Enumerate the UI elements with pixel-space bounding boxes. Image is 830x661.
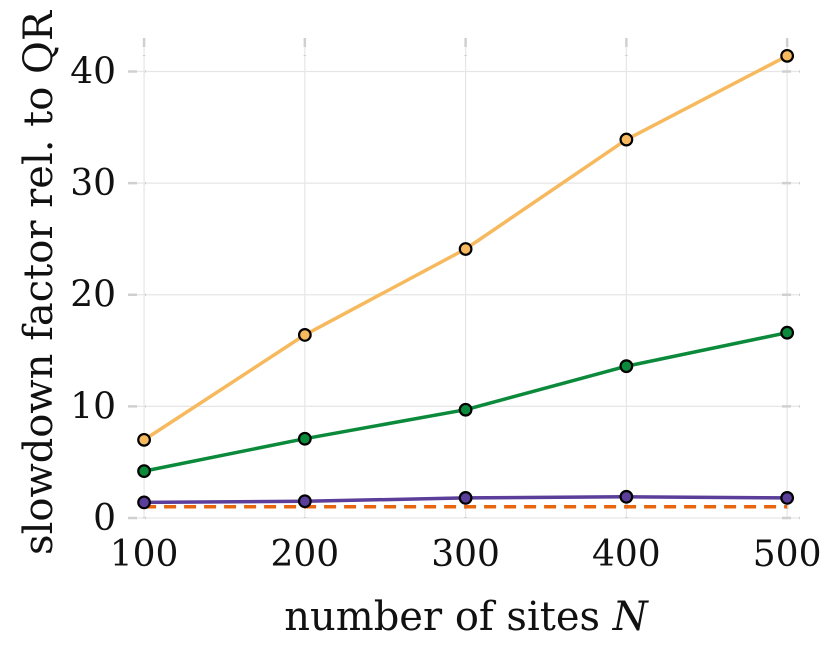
data-point <box>297 431 312 446</box>
tick-labels: 100 200 300 400 500 0 10 20 30 40 <box>70 51 821 575</box>
y-tick-label: 0 <box>93 498 116 539</box>
data-point <box>458 242 473 256</box>
grid <box>128 38 800 519</box>
data-point <box>458 402 473 417</box>
x-axis-label: number of sites N <box>284 594 649 640</box>
data-point <box>780 325 795 340</box>
x-tick-label: 300 <box>431 534 500 575</box>
data-point <box>137 464 151 479</box>
y-axis-label: slowdown factor rel. to QR <box>16 9 62 555</box>
series-layer <box>137 48 795 510</box>
y-tick-label: 20 <box>70 275 116 316</box>
x-tick-label: 400 <box>592 534 661 575</box>
x-tick-label: 500 <box>753 534 822 575</box>
data-point <box>137 495 151 510</box>
data-point <box>780 48 795 63</box>
data-point <box>137 432 151 447</box>
x-tick-label: 100 <box>110 534 179 575</box>
data-point <box>619 132 634 147</box>
y-tick-label: 30 <box>70 163 116 204</box>
series-3 <box>137 489 795 510</box>
axis-ticks <box>128 38 800 520</box>
data-point <box>619 359 634 374</box>
y-tick-label: 10 <box>70 386 116 427</box>
data-point <box>297 328 312 342</box>
data-point <box>619 489 634 504</box>
y-tick-label: 40 <box>70 51 116 92</box>
series-1 <box>137 48 795 447</box>
data-point <box>458 491 473 505</box>
data-point <box>297 494 312 509</box>
series-2 <box>137 325 795 479</box>
x-tick-label: 200 <box>270 534 339 575</box>
data-point <box>780 491 795 505</box>
